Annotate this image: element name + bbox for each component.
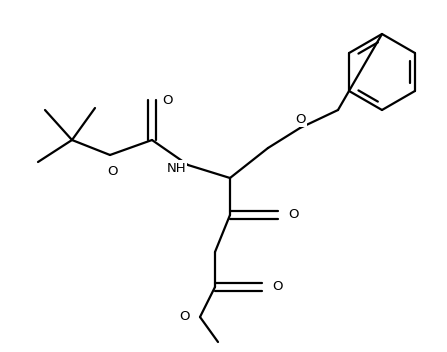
Text: O: O xyxy=(107,165,117,178)
Text: NH: NH xyxy=(166,162,186,175)
Text: O: O xyxy=(180,310,190,323)
Text: O: O xyxy=(162,94,173,107)
Text: O: O xyxy=(295,113,305,126)
Text: O: O xyxy=(288,208,299,221)
Text: O: O xyxy=(272,281,283,294)
